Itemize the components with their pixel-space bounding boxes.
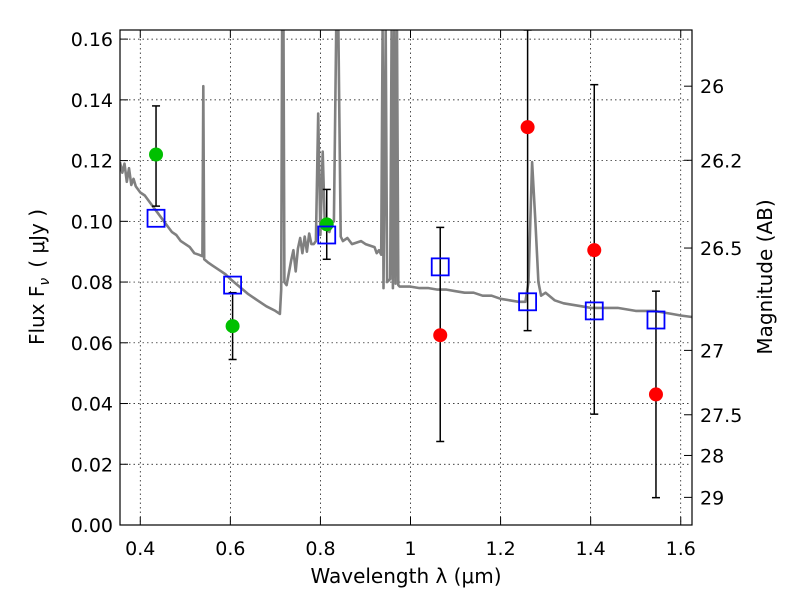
y-tick-label: 0.08 (71, 272, 113, 294)
plot-area (120, 30, 692, 525)
y-tick-label: 0.16 (71, 29, 113, 51)
y-axis-title: Flux F (25, 286, 49, 345)
y2-tick-label: 26 (700, 76, 724, 98)
axis-ticks (120, 30, 692, 526)
x-axis-title: Wavelength λ (μm) (310, 564, 501, 588)
open-square-point (518, 292, 538, 312)
filled-circle-point (433, 328, 448, 343)
y2-tick-label: 28 (700, 445, 724, 467)
filled-circle-point (225, 319, 240, 334)
y-tick-label: 0.06 (71, 333, 113, 355)
y2-tick-label: 26.5 (700, 238, 742, 260)
y-axis-title-group: Flux Fν ( μJy ) (25, 209, 53, 345)
filled-circle-point (319, 217, 334, 232)
plot-frame (119, 29, 693, 526)
filled-circle-point (520, 120, 535, 135)
y-tick-label: 0.12 (71, 151, 113, 173)
open-square-point (223, 275, 242, 295)
open-square-point (317, 225, 337, 245)
y-axis-title-unit: ( μJy ) (25, 209, 49, 268)
open-square-point (646, 310, 666, 330)
x-tick-label: 1.4 (576, 538, 606, 560)
x-tick-label: 1 (404, 538, 416, 560)
y2-tick-label: 26.2 (700, 150, 742, 172)
y-tick-label: 0.14 (71, 90, 113, 112)
y2-tick-label: 27.5 (700, 405, 742, 427)
x-tick-label: 0.8 (305, 538, 335, 560)
y-tick-label: 0.04 (71, 394, 113, 416)
y2-tick-label: 27 (700, 340, 724, 362)
x-tick-label: 0.6 (215, 538, 245, 560)
sed-model-line (120, 30, 692, 319)
y-tick-label: 0.10 (71, 211, 113, 233)
y2-tick-label: 29 (700, 487, 724, 509)
open-square-point (146, 208, 166, 228)
y2-axis-title: Magnitude (AB) (753, 199, 777, 354)
x-tick-label: 1.2 (485, 538, 515, 560)
y2-tick-labels: 26 26.2 26.5 27 27.5 28 29 (700, 76, 742, 509)
x-tick-labels: 0.4 0.6 0.8 1 1.2 1.4 1.6 (125, 538, 696, 560)
filled-circle-point (648, 387, 663, 402)
x-tick-label: 0.4 (125, 538, 155, 560)
open-square-point (584, 301, 604, 321)
open-square-point (430, 257, 450, 277)
y-tick-labels: 0.00 0.02 0.04 0.06 0.08 0.10 0.12 0.14 0.16 (71, 29, 113, 537)
y2-axis-title-group: Magnitude (AB) (753, 199, 777, 354)
y-axis-title-subscript: ν (37, 278, 53, 286)
x-tick-label: 1.6 (666, 538, 696, 560)
sed-model-curve (120, 30, 692, 319)
filled-circle-point (587, 243, 602, 258)
y-tick-label: 0.00 (71, 515, 113, 537)
y-tick-label: 0.02 (71, 454, 113, 476)
filled-circle-point (149, 147, 164, 162)
svg-text:Flux Fν( μJy ): Flux Fν ( μJy ) (25, 209, 53, 345)
data-markers (146, 120, 666, 402)
